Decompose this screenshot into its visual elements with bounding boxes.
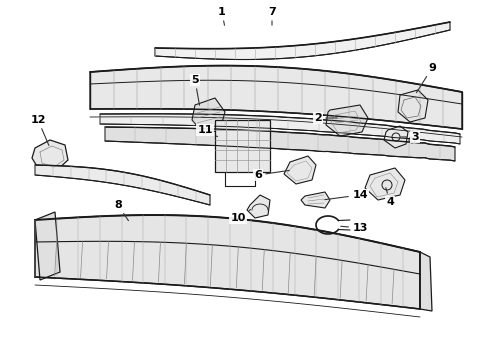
Text: 12: 12 [30, 115, 49, 145]
Bar [215, 120, 270, 172]
Text: 5: 5 [191, 75, 199, 105]
Polygon shape [192, 98, 225, 134]
Text: 6: 6 [254, 170, 289, 180]
Polygon shape [284, 156, 316, 184]
Text: 2: 2 [314, 113, 337, 123]
Polygon shape [326, 105, 368, 136]
Polygon shape [35, 212, 60, 280]
Text: 13: 13 [341, 223, 368, 233]
Polygon shape [247, 195, 270, 218]
Text: 8: 8 [114, 200, 128, 221]
Text: 7: 7 [268, 7, 276, 25]
Polygon shape [384, 126, 408, 148]
Polygon shape [398, 90, 428, 122]
Polygon shape [90, 66, 462, 129]
Text: 9: 9 [416, 63, 436, 93]
Polygon shape [35, 215, 420, 309]
Polygon shape [365, 168, 405, 200]
Text: 11: 11 [197, 125, 218, 137]
Text: 14: 14 [325, 190, 368, 200]
Polygon shape [420, 252, 432, 311]
Polygon shape [100, 114, 460, 144]
Text: 10: 10 [230, 210, 251, 223]
Text: 4: 4 [386, 188, 394, 207]
Polygon shape [105, 127, 455, 161]
Polygon shape [35, 165, 210, 205]
Text: 3: 3 [401, 132, 419, 142]
Polygon shape [32, 140, 68, 172]
Text: 1: 1 [218, 7, 226, 25]
Polygon shape [301, 192, 330, 208]
Polygon shape [155, 22, 450, 59]
